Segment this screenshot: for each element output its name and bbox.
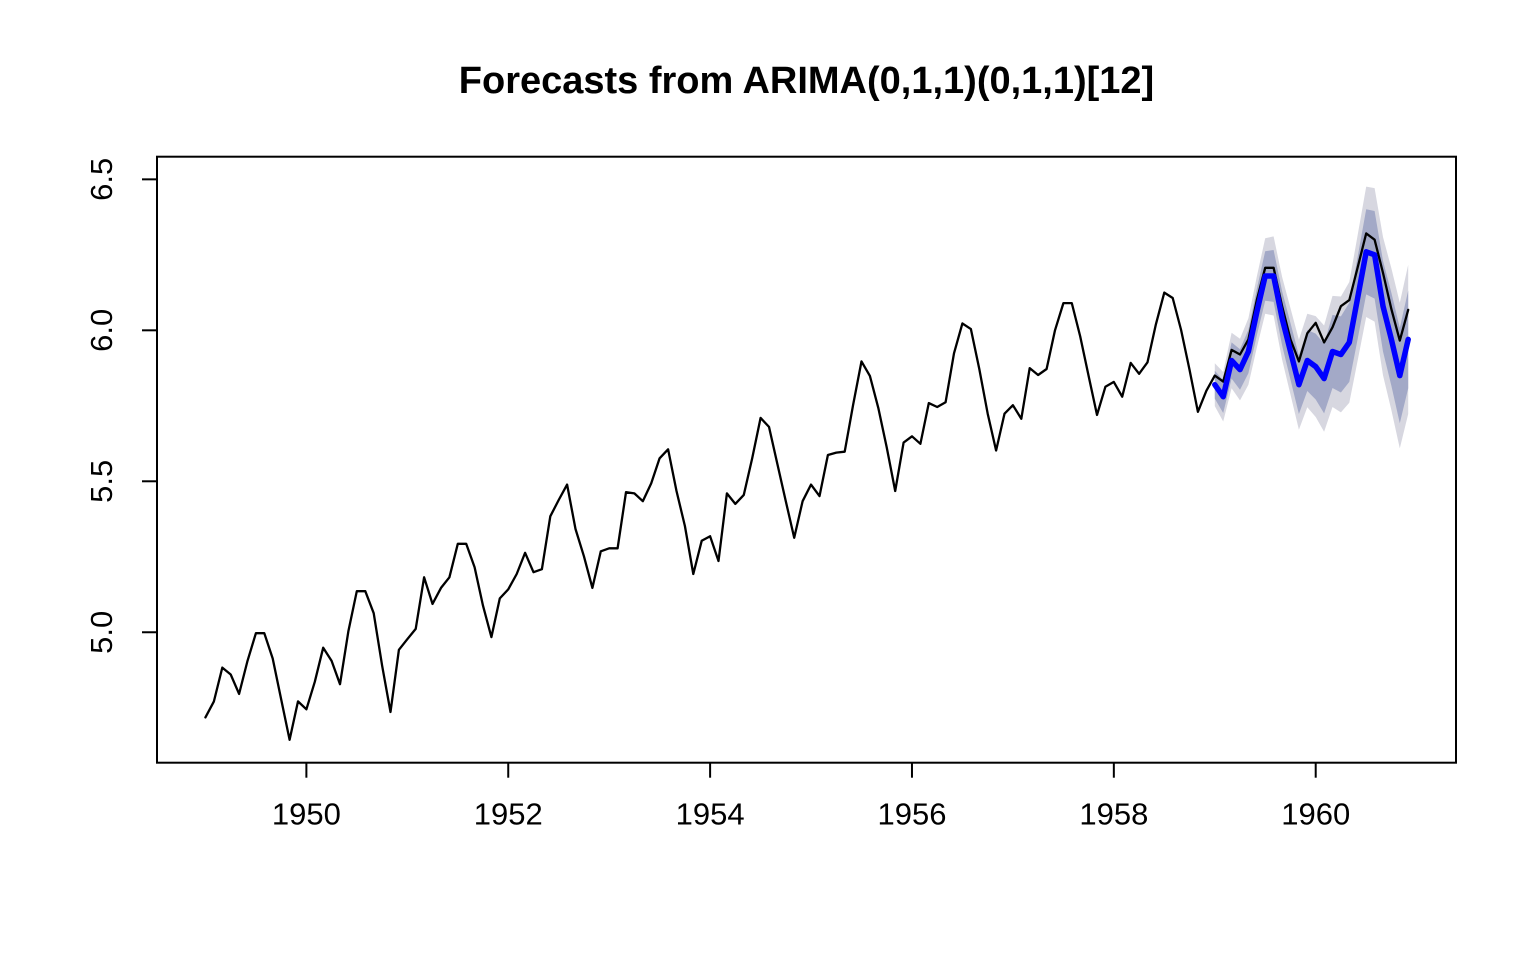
plot-box xyxy=(156,155,1457,764)
x-tick-label: 1960 xyxy=(1281,797,1350,832)
x-tick-label: 1954 xyxy=(676,797,745,832)
y-tick-label: 5.5 xyxy=(84,460,119,503)
y-tick-label: 5.0 xyxy=(84,611,119,654)
x-tick-label: 1958 xyxy=(1079,797,1148,832)
x-tick-label: 1956 xyxy=(877,797,946,832)
x-tick-label: 1950 xyxy=(272,797,341,832)
observed-line xyxy=(204,232,1410,741)
y-tick-label: 6.5 xyxy=(84,158,119,201)
chart-title: Forecasts from ARIMA(0,1,1)(0,1,1)[12] xyxy=(458,60,1155,102)
x-tick-label: 1952 xyxy=(474,797,543,832)
forecast-line xyxy=(1212,249,1411,400)
y-tick-label: 6.0 xyxy=(84,309,119,352)
